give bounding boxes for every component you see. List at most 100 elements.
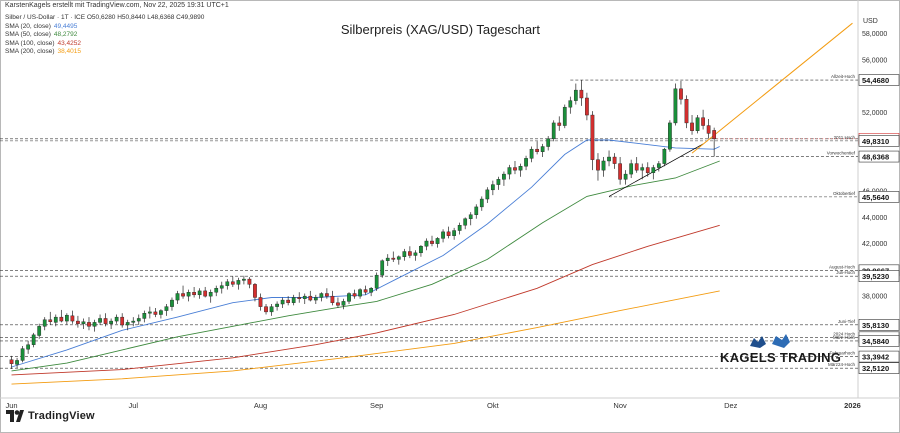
- level-note: 2011 Hoch: [834, 135, 856, 140]
- candles-group: [9, 80, 717, 369]
- candle: [479, 196, 484, 211]
- candle: [9, 355, 14, 369]
- level-note: Allzeit-Hoch: [831, 74, 856, 79]
- level-price-box: [858, 319, 900, 331]
- candle: [385, 254, 390, 266]
- candle: [507, 164, 512, 180]
- candle: [341, 298, 346, 310]
- y-tick-label: 44,0000: [862, 215, 887, 222]
- candle-body: [518, 166, 523, 171]
- level-price-box: [858, 74, 900, 86]
- candle-body: [64, 314, 69, 322]
- candle-body: [308, 295, 313, 301]
- candle: [330, 290, 335, 306]
- candle-body: [297, 297, 302, 299]
- candle: [20, 346, 25, 363]
- candle: [313, 294, 318, 305]
- level-price-box: [858, 191, 900, 203]
- level-price-label: 39,5230: [862, 272, 889, 281]
- candle: [170, 297, 174, 311]
- candle: [496, 176, 501, 190]
- candle-body: [236, 280, 241, 285]
- candle: [192, 286, 196, 298]
- candle: [596, 153, 600, 181]
- candle: [208, 289, 213, 303]
- candle: [413, 250, 418, 261]
- candle-body: [120, 316, 125, 326]
- candle: [352, 289, 357, 299]
- candle-body: [258, 297, 263, 307]
- candle: [197, 288, 202, 299]
- candle: [64, 313, 69, 325]
- sma-line-20: [11, 139, 720, 368]
- candle-body: [230, 281, 235, 285]
- candle: [358, 288, 362, 299]
- candle-body: [313, 297, 318, 301]
- level-price-label: 33,3942: [862, 353, 889, 362]
- candle-body: [535, 148, 539, 152]
- candle-body: [419, 246, 423, 254]
- candle-body: [147, 311, 152, 314]
- candle-body: [264, 306, 268, 313]
- candle-body: [424, 240, 429, 247]
- candle-body: [601, 160, 606, 171]
- candle: [225, 279, 230, 290]
- candle-body: [347, 293, 351, 302]
- sma-100-label: SMA (100, close): [5, 39, 55, 47]
- candle: [540, 143, 545, 158]
- candle-body: [242, 278, 246, 281]
- candle: [513, 160, 517, 175]
- candle: [114, 314, 119, 324]
- sma-line-100: [11, 224, 720, 376]
- candle: [668, 120, 672, 152]
- candle: [623, 170, 628, 185]
- sma-50-legend[interactable]: SMA (50, close) 48,2792: [5, 31, 204, 40]
- candle: [374, 272, 379, 291]
- candle-body: [452, 230, 456, 236]
- candle: [181, 285, 185, 299]
- candle-body: [325, 293, 329, 297]
- candle-body: [247, 278, 252, 285]
- candle: [269, 304, 274, 316]
- kagels-trading-wordmark: KAGELS TRADING: [720, 350, 842, 365]
- candle-body: [291, 297, 296, 303]
- candle: [219, 281, 224, 294]
- candle: [468, 212, 473, 226]
- candle-body: [70, 315, 75, 322]
- candle: [92, 319, 97, 332]
- candle-body: [98, 318, 102, 323]
- tradingview-logo[interactable]: TradingView: [6, 410, 95, 422]
- sma-100-legend[interactable]: SMA (100, close) 43,4252: [5, 40, 204, 49]
- candle: [430, 235, 434, 247]
- candle: [457, 222, 462, 235]
- candle-body: [546, 138, 551, 147]
- candle: [690, 115, 694, 135]
- candle-body: [170, 299, 174, 307]
- candle: [153, 307, 158, 318]
- candle-body: [441, 231, 445, 239]
- candle: [186, 289, 191, 302]
- level-note: März24-Hoch: [828, 362, 856, 367]
- candle-body: [551, 122, 556, 139]
- candle-body: [474, 206, 479, 215]
- candle-body: [380, 260, 385, 276]
- sma-20-legend[interactable]: SMA (20, close) 49,4495: [5, 23, 204, 32]
- candle: [524, 155, 528, 171]
- candle-body: [269, 306, 274, 313]
- candle-body: [374, 274, 379, 289]
- candle: [640, 163, 645, 180]
- candle-body: [629, 163, 634, 175]
- candle: [120, 313, 125, 328]
- candle: [125, 319, 130, 331]
- candle-body: [430, 240, 434, 244]
- sma-200-legend[interactable]: SMA (200, close) 38,4015: [5, 48, 204, 57]
- candle: [297, 292, 302, 303]
- candle-body: [352, 293, 357, 297]
- candle-body: [42, 319, 47, 327]
- candle: [286, 296, 291, 306]
- candle: [629, 159, 634, 179]
- candle-body: [706, 125, 711, 134]
- level-price-box: [858, 362, 900, 374]
- candle: [103, 313, 108, 327]
